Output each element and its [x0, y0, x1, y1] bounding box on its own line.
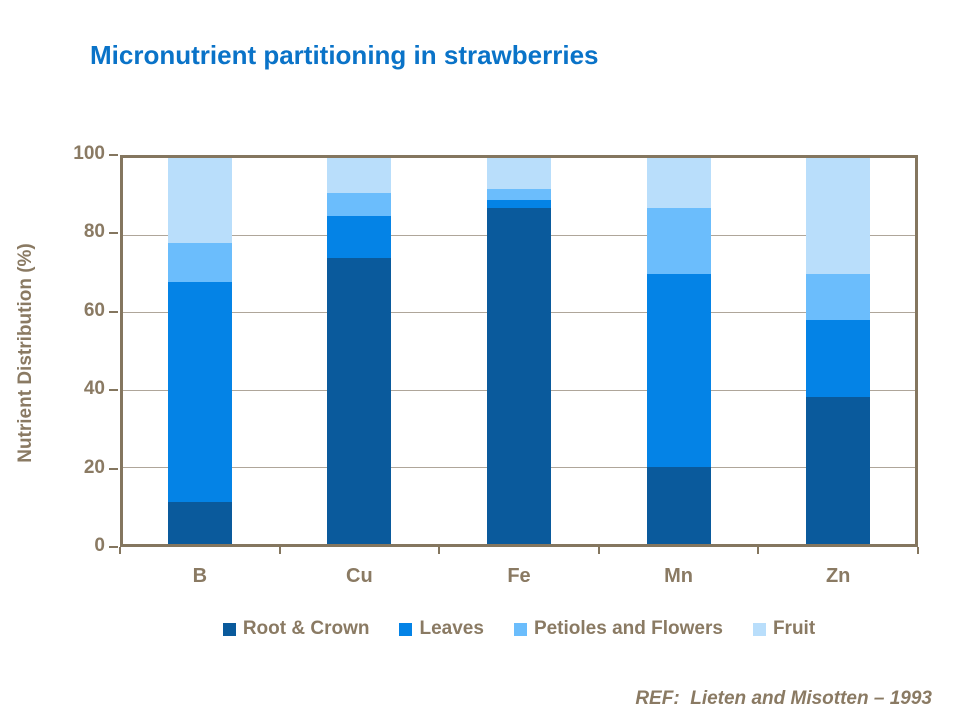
legend-item-leaves: Leaves: [399, 618, 484, 640]
y-tick-label-80: 80: [83, 221, 105, 243]
bar-segment-Fe-leaves: [487, 200, 551, 209]
bar-segment-Zn-leaves: [806, 320, 871, 398]
bar-segment-Zn-root-crown: [806, 397, 871, 544]
bar-segment-Mn-leaves: [646, 273, 711, 467]
x-tick-mark-1: [278, 547, 281, 554]
bar-segment-Zn-fruit: [806, 158, 871, 274]
y-tick-label-100: 100: [73, 143, 105, 164]
bar-Zn: [806, 158, 871, 544]
legend-item-petioles-and-flowers: Petioles and Flowers: [513, 618, 723, 640]
y-tick-label-60: 60: [83, 299, 105, 321]
y-tick-label-40: 40: [83, 378, 105, 400]
x-tick-mark-0: [119, 547, 121, 554]
bar-segment-B-petioles-and-flowers: [167, 242, 232, 282]
bar-segment-Cu-leaves: [327, 215, 392, 259]
y-tick-label-0: 0: [94, 535, 105, 556]
reference-note: REF: Lieten and Misotten – 1993: [635, 688, 932, 709]
bar-Fe: [487, 158, 551, 544]
bar-segment-Fe-fruit: [487, 158, 551, 189]
x-category-label-Fe: Fe: [507, 565, 531, 587]
legend-label: Petioles and Flowers: [533, 618, 723, 639]
legend-label: Root & Crown: [242, 618, 370, 639]
legend: Root & Crown Leaves Petioles and Flowers Fr…: [120, 618, 918, 640]
bar-segment-Fe-petioles-and-flowers: [487, 188, 551, 201]
bar-B: [167, 158, 232, 544]
page-title: Micronutrient partitioning in strawberri…: [90, 40, 599, 70]
y-tick-mark-60: [109, 310, 118, 313]
y-tick-mark-40: [109, 389, 118, 392]
bar-segment-B-leaves: [167, 281, 232, 502]
y-tick-mark-80: [109, 232, 118, 235]
x-tick-mark-5: [917, 547, 919, 554]
x-category-label-Mn: Mn: [664, 565, 694, 587]
legend-swatch-icon: [222, 622, 236, 636]
y-tick-mark-100: [109, 154, 118, 156]
legend-swatch-icon: [399, 622, 413, 636]
plot-area: [120, 155, 918, 547]
legend-swatch-icon: [752, 622, 766, 636]
legend-swatch-icon: [513, 622, 527, 636]
legend-label: Leaves: [419, 618, 484, 639]
bar-segment-Cu-petioles-and-flowers: [327, 192, 392, 216]
bar-segment-Cu-root-crown: [327, 258, 392, 544]
bar-Cu: [327, 158, 392, 544]
y-axis-title: Nutrient Distribution (%): [15, 243, 36, 463]
x-tick-mark-3: [597, 547, 600, 554]
x-category-label-B: B: [192, 565, 208, 587]
y-tick-mark-20: [109, 467, 118, 470]
x-category-label-Cu: Cu: [346, 565, 373, 587]
bar-segment-B-fruit: [167, 158, 232, 243]
bar-segment-Cu-fruit: [327, 158, 392, 193]
legend-item-fruit: Fruit: [752, 618, 816, 640]
bar-segment-B-root-crown: [167, 501, 232, 544]
bar-Mn: [646, 158, 711, 544]
bar-segment-Mn-petioles-and-flowers: [646, 208, 711, 274]
x-tick-mark-4: [757, 547, 760, 554]
bar-segment-Fe-root-crown: [487, 208, 551, 544]
y-tick-label-20: 20: [83, 456, 105, 478]
legend-item-root-crown: Root & Crown: [222, 618, 370, 640]
legend-label: Fruit: [772, 618, 816, 639]
bar-segment-Mn-fruit: [646, 158, 711, 209]
x-tick-mark-2: [438, 547, 441, 554]
bar-segment-Mn-root-crown: [646, 466, 711, 544]
x-category-label-Zn: Zn: [825, 565, 851, 587]
bar-segment-Zn-petioles-and-flowers: [806, 273, 871, 321]
y-tick-mark-0: [109, 546, 118, 548]
